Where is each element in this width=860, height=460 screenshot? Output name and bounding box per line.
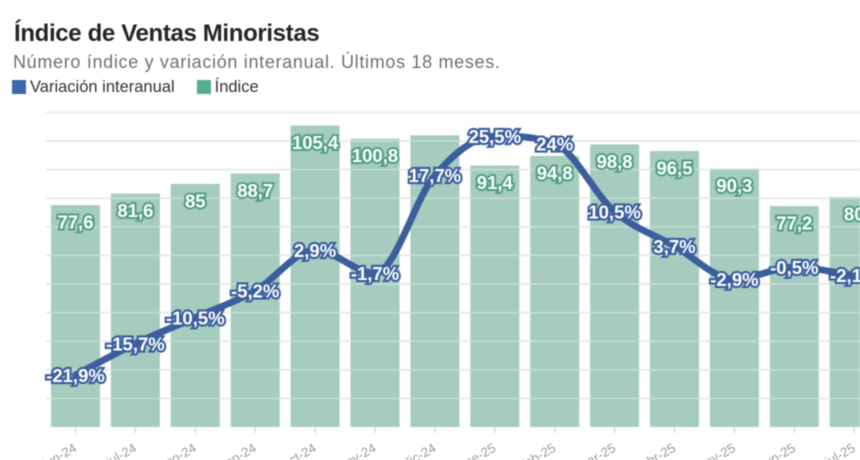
svg-text:may-25: may-25	[693, 440, 738, 460]
svg-text:-1,7%: -1,7%	[351, 263, 399, 284]
svg-text:3,7%: 3,7%	[653, 236, 695, 257]
svg-text:-2,1%: -2,1%	[830, 265, 860, 286]
svg-text:81,6: 81,6	[117, 200, 153, 221]
svg-text:nov-24: nov-24	[337, 440, 379, 460]
svg-text:77,6: 77,6	[57, 212, 93, 233]
svg-text:abr-25: abr-25	[638, 440, 678, 460]
svg-text:oct-24: oct-24	[280, 440, 319, 460]
svg-text:jun-24: jun-24	[39, 440, 79, 460]
svg-text:jul-24: jul-24	[103, 440, 139, 460]
svg-text:jun-25: jun-25	[758, 440, 798, 460]
svg-text:dic-24: dic-24	[400, 440, 438, 460]
svg-text:ene-25: ene-25	[456, 440, 499, 460]
svg-text:90,3: 90,3	[716, 175, 752, 196]
svg-text:91,4: 91,4	[477, 172, 514, 193]
svg-text:-10,5%: -10,5%	[166, 307, 225, 328]
svg-text:2,9%: 2,9%	[294, 240, 336, 261]
svg-text:94,8: 94,8	[537, 162, 573, 183]
svg-text:88,7: 88,7	[237, 180, 273, 201]
svg-text:77,2: 77,2	[776, 213, 812, 234]
svg-text:jul-25: jul-25	[822, 440, 858, 460]
svg-text:-21,9%: -21,9%	[46, 365, 105, 386]
svg-text:25,5%: 25,5%	[469, 126, 521, 147]
svg-text:-5,2%: -5,2%	[231, 281, 279, 302]
svg-text:-2,9%: -2,9%	[710, 269, 758, 290]
svg-text:96,5: 96,5	[656, 158, 692, 179]
svg-text:17,7%: 17,7%	[409, 165, 461, 186]
svg-text:-0,5%: -0,5%	[770, 257, 818, 278]
svg-text:-15,7%: -15,7%	[106, 334, 165, 355]
svg-text:100,8: 100,8	[352, 145, 398, 166]
svg-text:80: 80	[844, 204, 860, 225]
svg-text:98,8: 98,8	[597, 151, 633, 172]
svg-text:105,4: 105,4	[292, 132, 339, 153]
svg-text:mar-25: mar-25	[575, 440, 618, 460]
svg-text:85: 85	[185, 190, 206, 211]
svg-text:ago-24: ago-24	[156, 440, 199, 460]
svg-text:10,5%: 10,5%	[588, 202, 640, 223]
svg-text:sep-24: sep-24	[217, 440, 259, 460]
svg-text:feb-25: feb-25	[519, 440, 558, 460]
svg-text:24%: 24%	[536, 133, 573, 154]
